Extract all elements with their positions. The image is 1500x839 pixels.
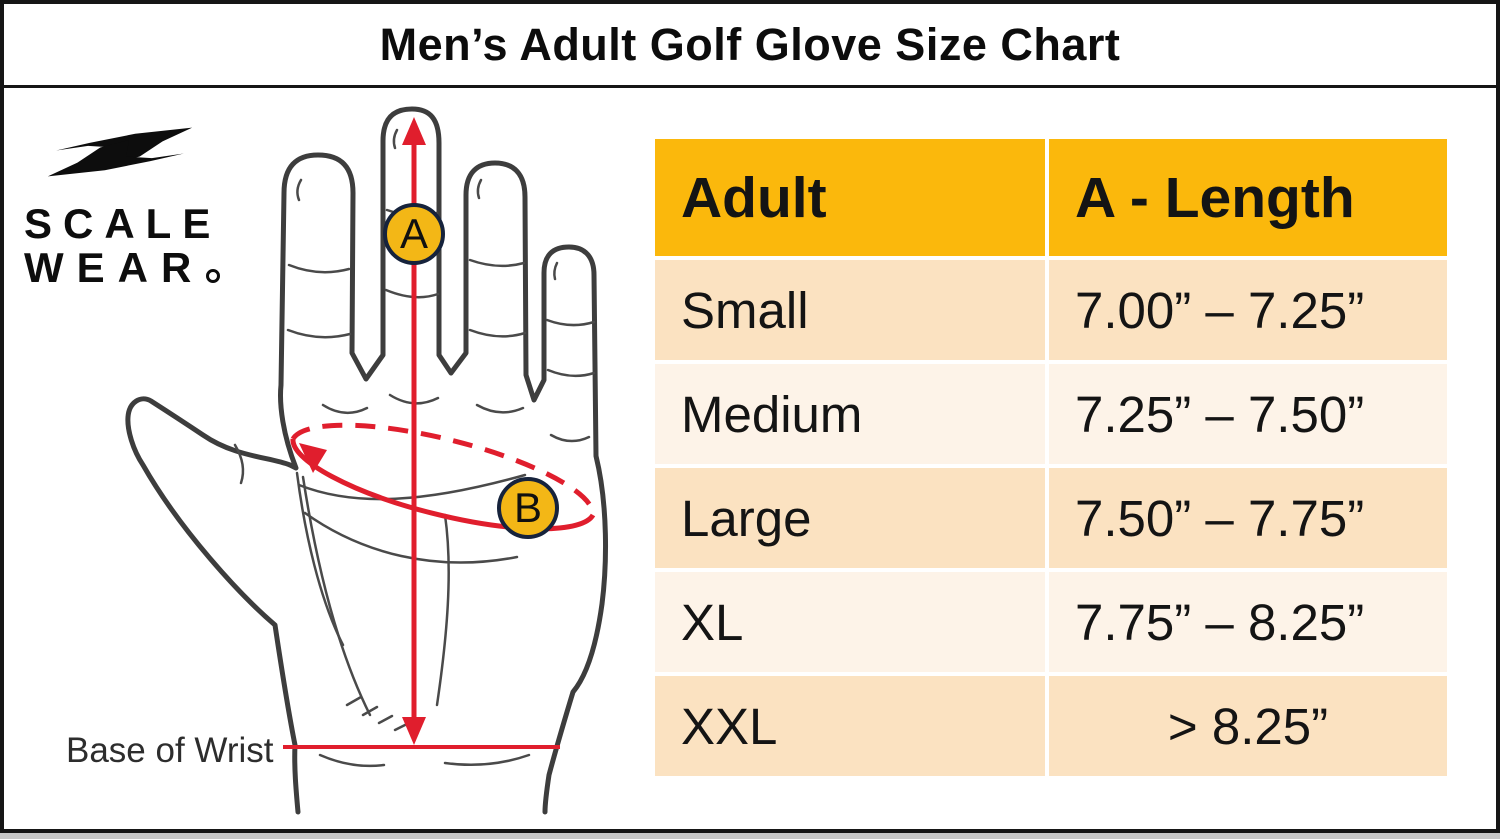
- header-cell-length: A - Length: [1049, 139, 1447, 256]
- hand-crease-lines: [233, 128, 596, 768]
- title-bar: Men’s Adult Golf Glove Size Chart: [4, 4, 1496, 88]
- cell-length-small: 7.00” – 7.25”: [1049, 260, 1447, 360]
- size-table: Adult A - Length Small 7.00” – 7.25” Med…: [655, 139, 1447, 776]
- hand-outline: [125, 106, 608, 815]
- brand-name-line2-text: WEAR: [24, 243, 205, 291]
- measure-point-b-label: B: [513, 484, 542, 531]
- brand-name-line1: SCALE: [24, 200, 222, 247]
- marker-b-circle: [497, 477, 559, 539]
- brand-name-line2: WEAR: [24, 243, 224, 291]
- cell-length-xl: 7.75” – 8.25”: [1049, 572, 1447, 672]
- circumference-measure-ellipse: [290, 422, 596, 532]
- cell-size-medium: Medium: [655, 364, 1045, 464]
- cell-size-small: Small: [655, 260, 1045, 360]
- scalewear-s-icon: [47, 127, 193, 177]
- cell-length-medium: 7.25” – 7.50”: [1049, 364, 1447, 464]
- hand-illustration: [125, 106, 608, 815]
- base-of-wrist-label: Base of Wrist: [66, 731, 274, 770]
- bottom-edge-strip: [0, 833, 1500, 839]
- cell-size-xl: XL: [655, 572, 1045, 672]
- brand-logo: SCALE WEAR: [24, 114, 224, 289]
- registered-mark-icon: [206, 268, 221, 283]
- cell-length-xxl: > 8.25”: [1049, 676, 1447, 776]
- cell-length-large: 7.50” – 7.75”: [1049, 468, 1447, 568]
- measure-point-a-label: A: [399, 210, 428, 257]
- cell-size-xxl: XXL: [655, 676, 1045, 776]
- page-title: Men’s Adult Golf Glove Size Chart: [379, 18, 1121, 70]
- header-cell-adult: Adult: [655, 139, 1045, 256]
- hand-measurement-diagram: [85, 105, 645, 835]
- cell-size-large: Large: [655, 468, 1045, 568]
- marker-a-circle: [383, 203, 445, 265]
